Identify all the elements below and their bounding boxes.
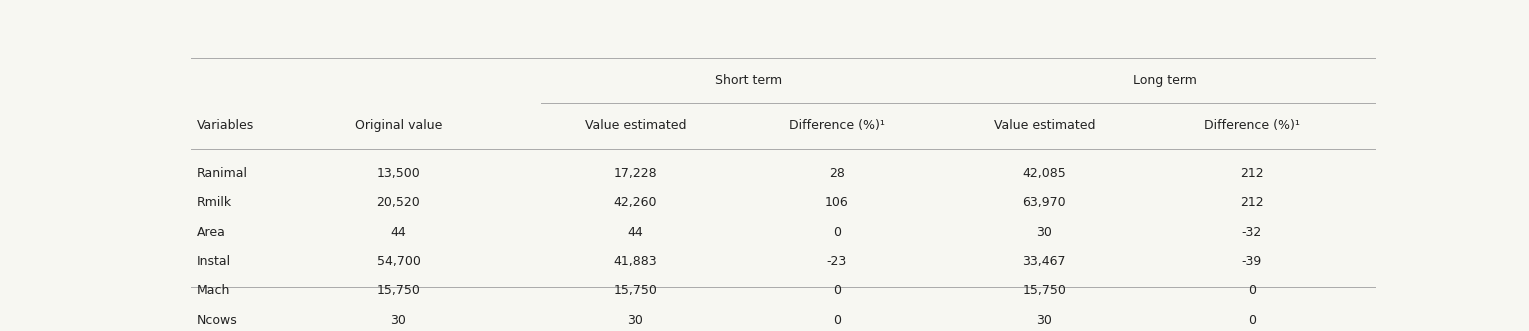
Text: 106: 106: [826, 196, 849, 209]
Text: 33,467: 33,467: [1023, 255, 1066, 268]
Text: 20,520: 20,520: [376, 196, 420, 209]
Text: Long term: Long term: [1133, 74, 1197, 87]
Text: 15,750: 15,750: [613, 284, 657, 297]
Text: 30: 30: [390, 313, 407, 327]
Text: 15,750: 15,750: [376, 284, 420, 297]
Text: 30: 30: [1037, 313, 1052, 327]
Text: 30: 30: [627, 313, 644, 327]
Text: Value estimated: Value estimated: [584, 118, 687, 132]
Text: 17,228: 17,228: [613, 167, 657, 180]
Text: Variables: Variables: [197, 118, 254, 132]
Text: 63,970: 63,970: [1023, 196, 1066, 209]
Text: Short term: Short term: [714, 74, 781, 87]
Text: Instal: Instal: [197, 255, 231, 268]
Text: -39: -39: [1242, 255, 1261, 268]
Text: Mach: Mach: [197, 284, 231, 297]
Text: 0: 0: [833, 226, 841, 239]
Text: 0: 0: [833, 313, 841, 327]
Text: 15,750: 15,750: [1023, 284, 1066, 297]
Text: 28: 28: [829, 167, 846, 180]
Text: 13,500: 13,500: [376, 167, 420, 180]
Text: Ncows: Ncows: [197, 313, 239, 327]
Text: Area: Area: [197, 226, 226, 239]
Text: Original value: Original value: [355, 118, 442, 132]
Text: Difference (%)¹: Difference (%)¹: [1203, 118, 1300, 132]
Text: 0: 0: [1248, 284, 1255, 297]
Text: 42,260: 42,260: [613, 196, 657, 209]
Text: 44: 44: [627, 226, 644, 239]
Text: 54,700: 54,700: [376, 255, 420, 268]
Text: 0: 0: [833, 284, 841, 297]
Text: 41,883: 41,883: [613, 255, 657, 268]
Text: Ranimal: Ranimal: [197, 167, 248, 180]
Text: -32: -32: [1242, 226, 1261, 239]
Text: Difference (%)¹: Difference (%)¹: [789, 118, 885, 132]
Text: 212: 212: [1240, 196, 1263, 209]
Text: 44: 44: [390, 226, 407, 239]
Text: Value estimated: Value estimated: [994, 118, 1095, 132]
Text: Rmilk: Rmilk: [197, 196, 232, 209]
Text: 42,085: 42,085: [1023, 167, 1066, 180]
Text: 0: 0: [1248, 313, 1255, 327]
Text: -23: -23: [827, 255, 847, 268]
Text: 212: 212: [1240, 167, 1263, 180]
Text: 30: 30: [1037, 226, 1052, 239]
